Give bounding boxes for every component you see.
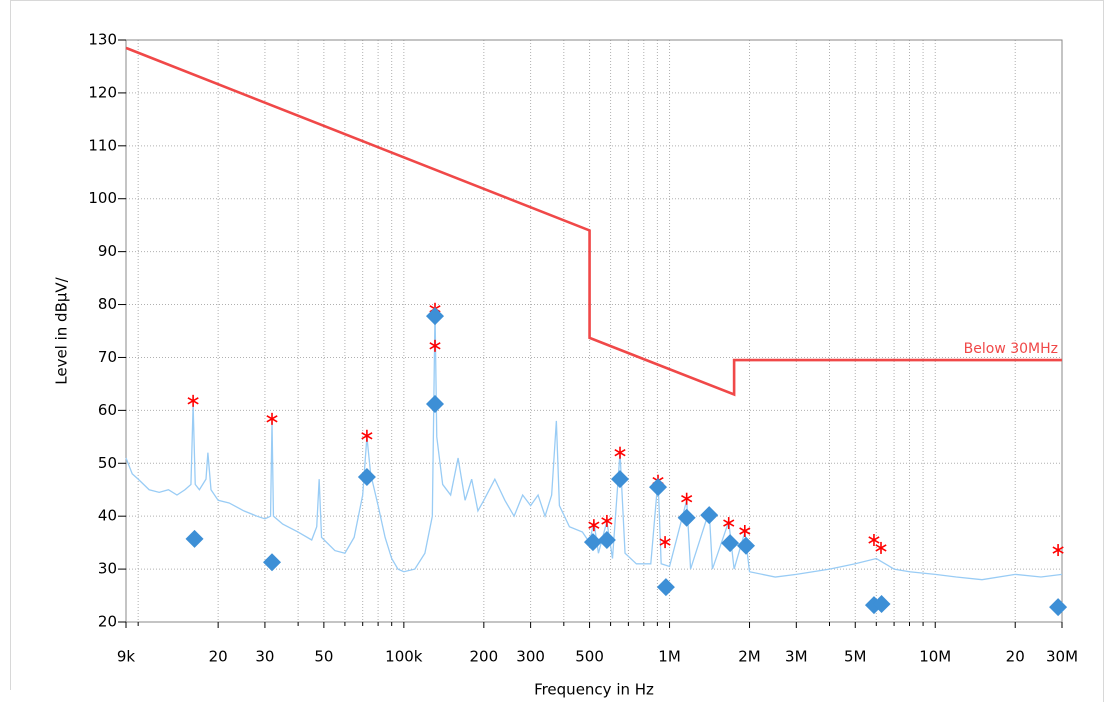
asterisk-stroke — [1052, 546, 1064, 554]
peak-marker — [875, 541, 887, 554]
asterisk-stroke — [868, 536, 880, 544]
diamond-marker — [1049, 598, 1068, 617]
peak-marker — [868, 533, 880, 546]
asterisk-stroke — [266, 415, 278, 423]
peak-marker — [429, 339, 441, 352]
diamond-marker — [721, 534, 740, 553]
diamond-marker — [426, 307, 445, 326]
y-tick-label: 30 — [98, 560, 117, 578]
limit-line — [125, 46, 1062, 397]
asterisk-stroke — [614, 448, 626, 457]
y-tick-label: 130 — [88, 31, 117, 49]
peak-marker — [739, 524, 751, 537]
asterisk-stroke — [588, 521, 600, 529]
peak-marker — [266, 412, 278, 425]
x-tick-label: 200 — [470, 648, 499, 666]
x-tick-label: 50 — [314, 648, 333, 666]
x-tick-label: 300 — [516, 648, 545, 666]
asterisk-stroke — [429, 342, 441, 350]
x-tick-label: 1M — [658, 648, 681, 666]
peak-marker — [723, 517, 735, 530]
peak-marker — [187, 394, 199, 407]
y-axis-title: Level in dBµV/ — [53, 276, 71, 384]
peak-marker — [588, 519, 600, 532]
peak-marker — [601, 514, 613, 527]
asterisk-stroke — [187, 397, 199, 405]
diamond-marker — [426, 395, 445, 414]
diamond-marker — [611, 470, 630, 489]
x-tick-label: 10M — [919, 648, 951, 666]
x-tick-label: 9k — [117, 648, 136, 666]
data-layer — [125, 46, 1068, 617]
x-axis-title: Frequency in Hz — [534, 681, 654, 699]
asterisk-stroke — [875, 544, 887, 552]
diamond-marker — [357, 468, 376, 487]
peak-marker — [361, 429, 373, 442]
diamond-marker — [583, 533, 602, 552]
diamond-marker — [263, 553, 282, 572]
diamond-marker — [700, 506, 719, 525]
x-tick-label: 20 — [209, 648, 228, 666]
x-tick-label: 3M — [785, 648, 808, 666]
asterisk-stroke — [739, 527, 751, 535]
diamond-marker — [597, 530, 616, 549]
peak-marker — [1052, 544, 1064, 557]
asterisk-stroke — [723, 519, 735, 527]
y-tick-label: 110 — [88, 136, 117, 154]
y-tick-label: 60 — [98, 401, 117, 419]
diamond-marker — [185, 529, 204, 548]
diamond-marker — [872, 595, 891, 614]
asterisk-stroke — [659, 538, 671, 546]
y-tick-label: 120 — [88, 83, 117, 101]
diamond-marker — [677, 508, 696, 527]
peak-marker — [681, 492, 693, 505]
diamond-marker — [656, 578, 675, 597]
plot-border — [125, 39, 1063, 623]
diamond-marker — [649, 478, 668, 497]
diamond-marker — [737, 536, 756, 555]
asterisk-stroke — [681, 495, 693, 503]
y-tick-label: 100 — [88, 189, 117, 207]
peak-marker — [659, 536, 671, 549]
x-tick-label: 500 — [575, 648, 604, 666]
x-tick-label: 30M — [1046, 648, 1078, 666]
x-tick-label: 20 — [1006, 648, 1025, 666]
x-tick-label: 2M — [738, 648, 761, 666]
y-tick-label: 40 — [98, 507, 117, 525]
y-tick-label: 50 — [98, 454, 117, 472]
y-tick-label: 80 — [98, 295, 117, 313]
y-tick-label: 70 — [98, 348, 117, 366]
asterisk-stroke — [361, 432, 373, 440]
x-tick-label: 100k — [385, 648, 423, 666]
asterisk-stroke — [601, 517, 613, 525]
y-tick-label: 90 — [98, 242, 117, 260]
y-tick-label: 20 — [98, 613, 117, 631]
limit-annotation: Below 30MHz — [964, 341, 1058, 357]
peak-marker — [614, 446, 626, 459]
x-tick-label: 5M — [844, 648, 867, 666]
x-tick-label: 30 — [255, 648, 274, 666]
